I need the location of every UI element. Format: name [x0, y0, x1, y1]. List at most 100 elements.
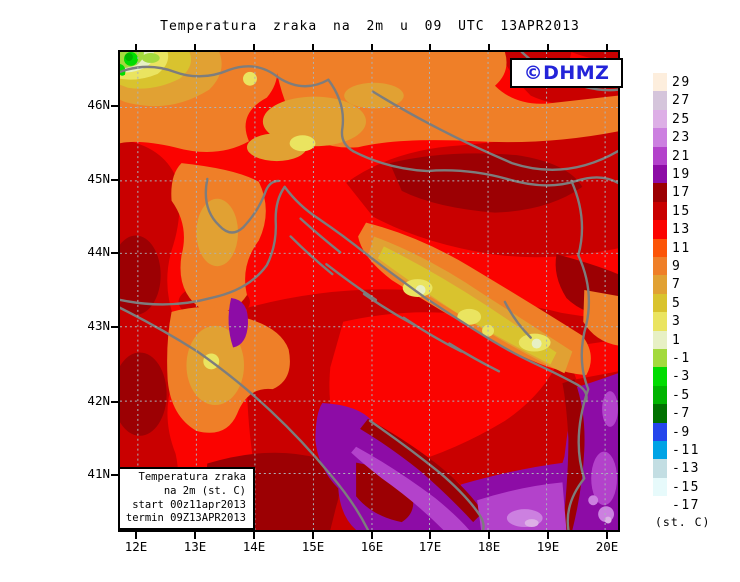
legend-swatch--17 [653, 496, 667, 515]
lon-tick-top [371, 44, 373, 50]
temp-region--5c [124, 52, 133, 61]
lon-tick-bottom [488, 532, 490, 539]
lat-label-45N: 45N [87, 171, 110, 186]
lat-tick [111, 179, 118, 181]
lon-label-20E: 20E [595, 539, 619, 554]
legend-value-19: 19 [672, 167, 691, 182]
graticule-gridlines [120, 52, 618, 530]
legend-unit-label: (st. C) [655, 515, 711, 529]
lon-label-14E: 14E [242, 539, 266, 554]
page-title: Temperatura zraka na 2m u 09 UTC 13APR20… [160, 19, 580, 34]
lon-tick-top [194, 44, 196, 50]
lat-tick [111, 401, 118, 403]
temp-region--1c [141, 52, 160, 63]
run-info-box: Temperatura zraka na 2m (st. C) start 00… [118, 467, 255, 530]
lon-tick-top [312, 44, 314, 50]
legend-swatch--9 [653, 422, 667, 441]
temp-region-1c [531, 338, 542, 349]
lon-tick-top [488, 44, 490, 50]
legend-value--15: -15 [672, 479, 700, 495]
lon-tick-top [606, 44, 608, 50]
legend-value-5: 5 [672, 295, 682, 311]
lat-label-41N: 41N [87, 466, 110, 481]
temp-region-21c [602, 391, 618, 427]
temp-region-17c [360, 418, 484, 523]
temp-region-17c [120, 235, 161, 315]
temp-region-25c [524, 519, 539, 528]
temp-region-21c [477, 482, 567, 530]
lon-tick-bottom [371, 532, 373, 539]
run-info-line: Temperatura zraka [138, 471, 246, 483]
legend-swatch-5 [653, 293, 667, 313]
lat-tick [111, 105, 118, 107]
temp-region-3c [289, 135, 316, 152]
legend-value--9: -9 [672, 424, 691, 440]
legend-swatch-11 [653, 238, 667, 257]
temp-region-17c [120, 352, 167, 436]
lat-tick [111, 326, 118, 328]
lat-tick [111, 252, 118, 254]
legend-swatch-15 [653, 201, 667, 221]
lon-tick-bottom [429, 532, 431, 539]
dhmz-watermark-text: ©DHMZ [523, 62, 610, 84]
legend-swatch-1 [653, 330, 667, 349]
lon-tick-bottom [547, 532, 549, 539]
legend-value-25: 25 [672, 111, 691, 127]
legend-value-27: 27 [672, 93, 691, 109]
temp-region-3c [243, 71, 257, 86]
temp-region-21c [351, 446, 470, 530]
legend-swatch-27 [653, 91, 667, 110]
legend-swatch-29 [653, 73, 667, 92]
legend-value-15: 15 [672, 203, 691, 219]
temp-region-7c [262, 96, 367, 147]
legend-swatch-23 [653, 128, 667, 147]
lon-tick-bottom [194, 532, 196, 539]
legend-swatch--11 [653, 441, 667, 460]
lon-tick-bottom [253, 532, 255, 539]
lon-tick-top [429, 44, 431, 50]
run-info-line: termin 09Z13APR2013 [125, 512, 246, 525]
lon-tick-top [135, 44, 137, 50]
legend-value--3: -3 [672, 369, 691, 385]
temp-region-3c [457, 308, 482, 325]
legend-swatch-3 [653, 312, 667, 331]
run-info-line: na 2m (st. C) [163, 484, 246, 497]
legend-swatch--7 [653, 404, 667, 423]
run-info-line: start 00z11apr2013 [132, 498, 246, 511]
temp-region-5c [377, 246, 557, 365]
lon-label-17E: 17E [418, 539, 442, 554]
temp-region-21c [591, 451, 618, 506]
legend-value-23: 23 [672, 130, 691, 146]
lat-label-42N: 42N [87, 393, 110, 408]
legend-value--7: -7 [672, 406, 691, 422]
lon-label-18E: 18E [477, 539, 501, 554]
lat-label-44N: 44N [87, 244, 110, 259]
lat-tick [111, 474, 118, 476]
map-frame [118, 50, 620, 532]
temp-region-15c [120, 152, 143, 186]
lon-tick-bottom [135, 532, 137, 539]
legend-value-17: 17 [672, 185, 691, 201]
legend-value--11: -11 [672, 443, 700, 458]
temp-region-19c [228, 297, 249, 348]
legend-value--5: -5 [672, 387, 691, 403]
lon-tick-bottom [606, 532, 608, 539]
legend-value--13: -13 [672, 461, 700, 477]
legend-swatch--5 [653, 385, 667, 405]
legend-value-29: 29 [672, 75, 691, 90]
lon-tick-bottom [312, 532, 314, 539]
legend-swatch-25 [653, 109, 667, 129]
temp-region-17c [356, 462, 414, 523]
lon-label-19E: 19E [536, 539, 560, 554]
temp-region-17c [562, 379, 585, 530]
temp-region-13c [329, 312, 565, 467]
legend-value--17: -17 [672, 498, 700, 514]
legend-value-13: 13 [672, 222, 691, 238]
temp-region-7c [196, 198, 239, 267]
lat-label-46N: 46N [87, 97, 110, 112]
legend-swatch-13 [653, 220, 667, 239]
temp-region-9c [583, 290, 618, 346]
legend-swatch--15 [653, 477, 667, 497]
lon-tick-top [253, 44, 255, 50]
